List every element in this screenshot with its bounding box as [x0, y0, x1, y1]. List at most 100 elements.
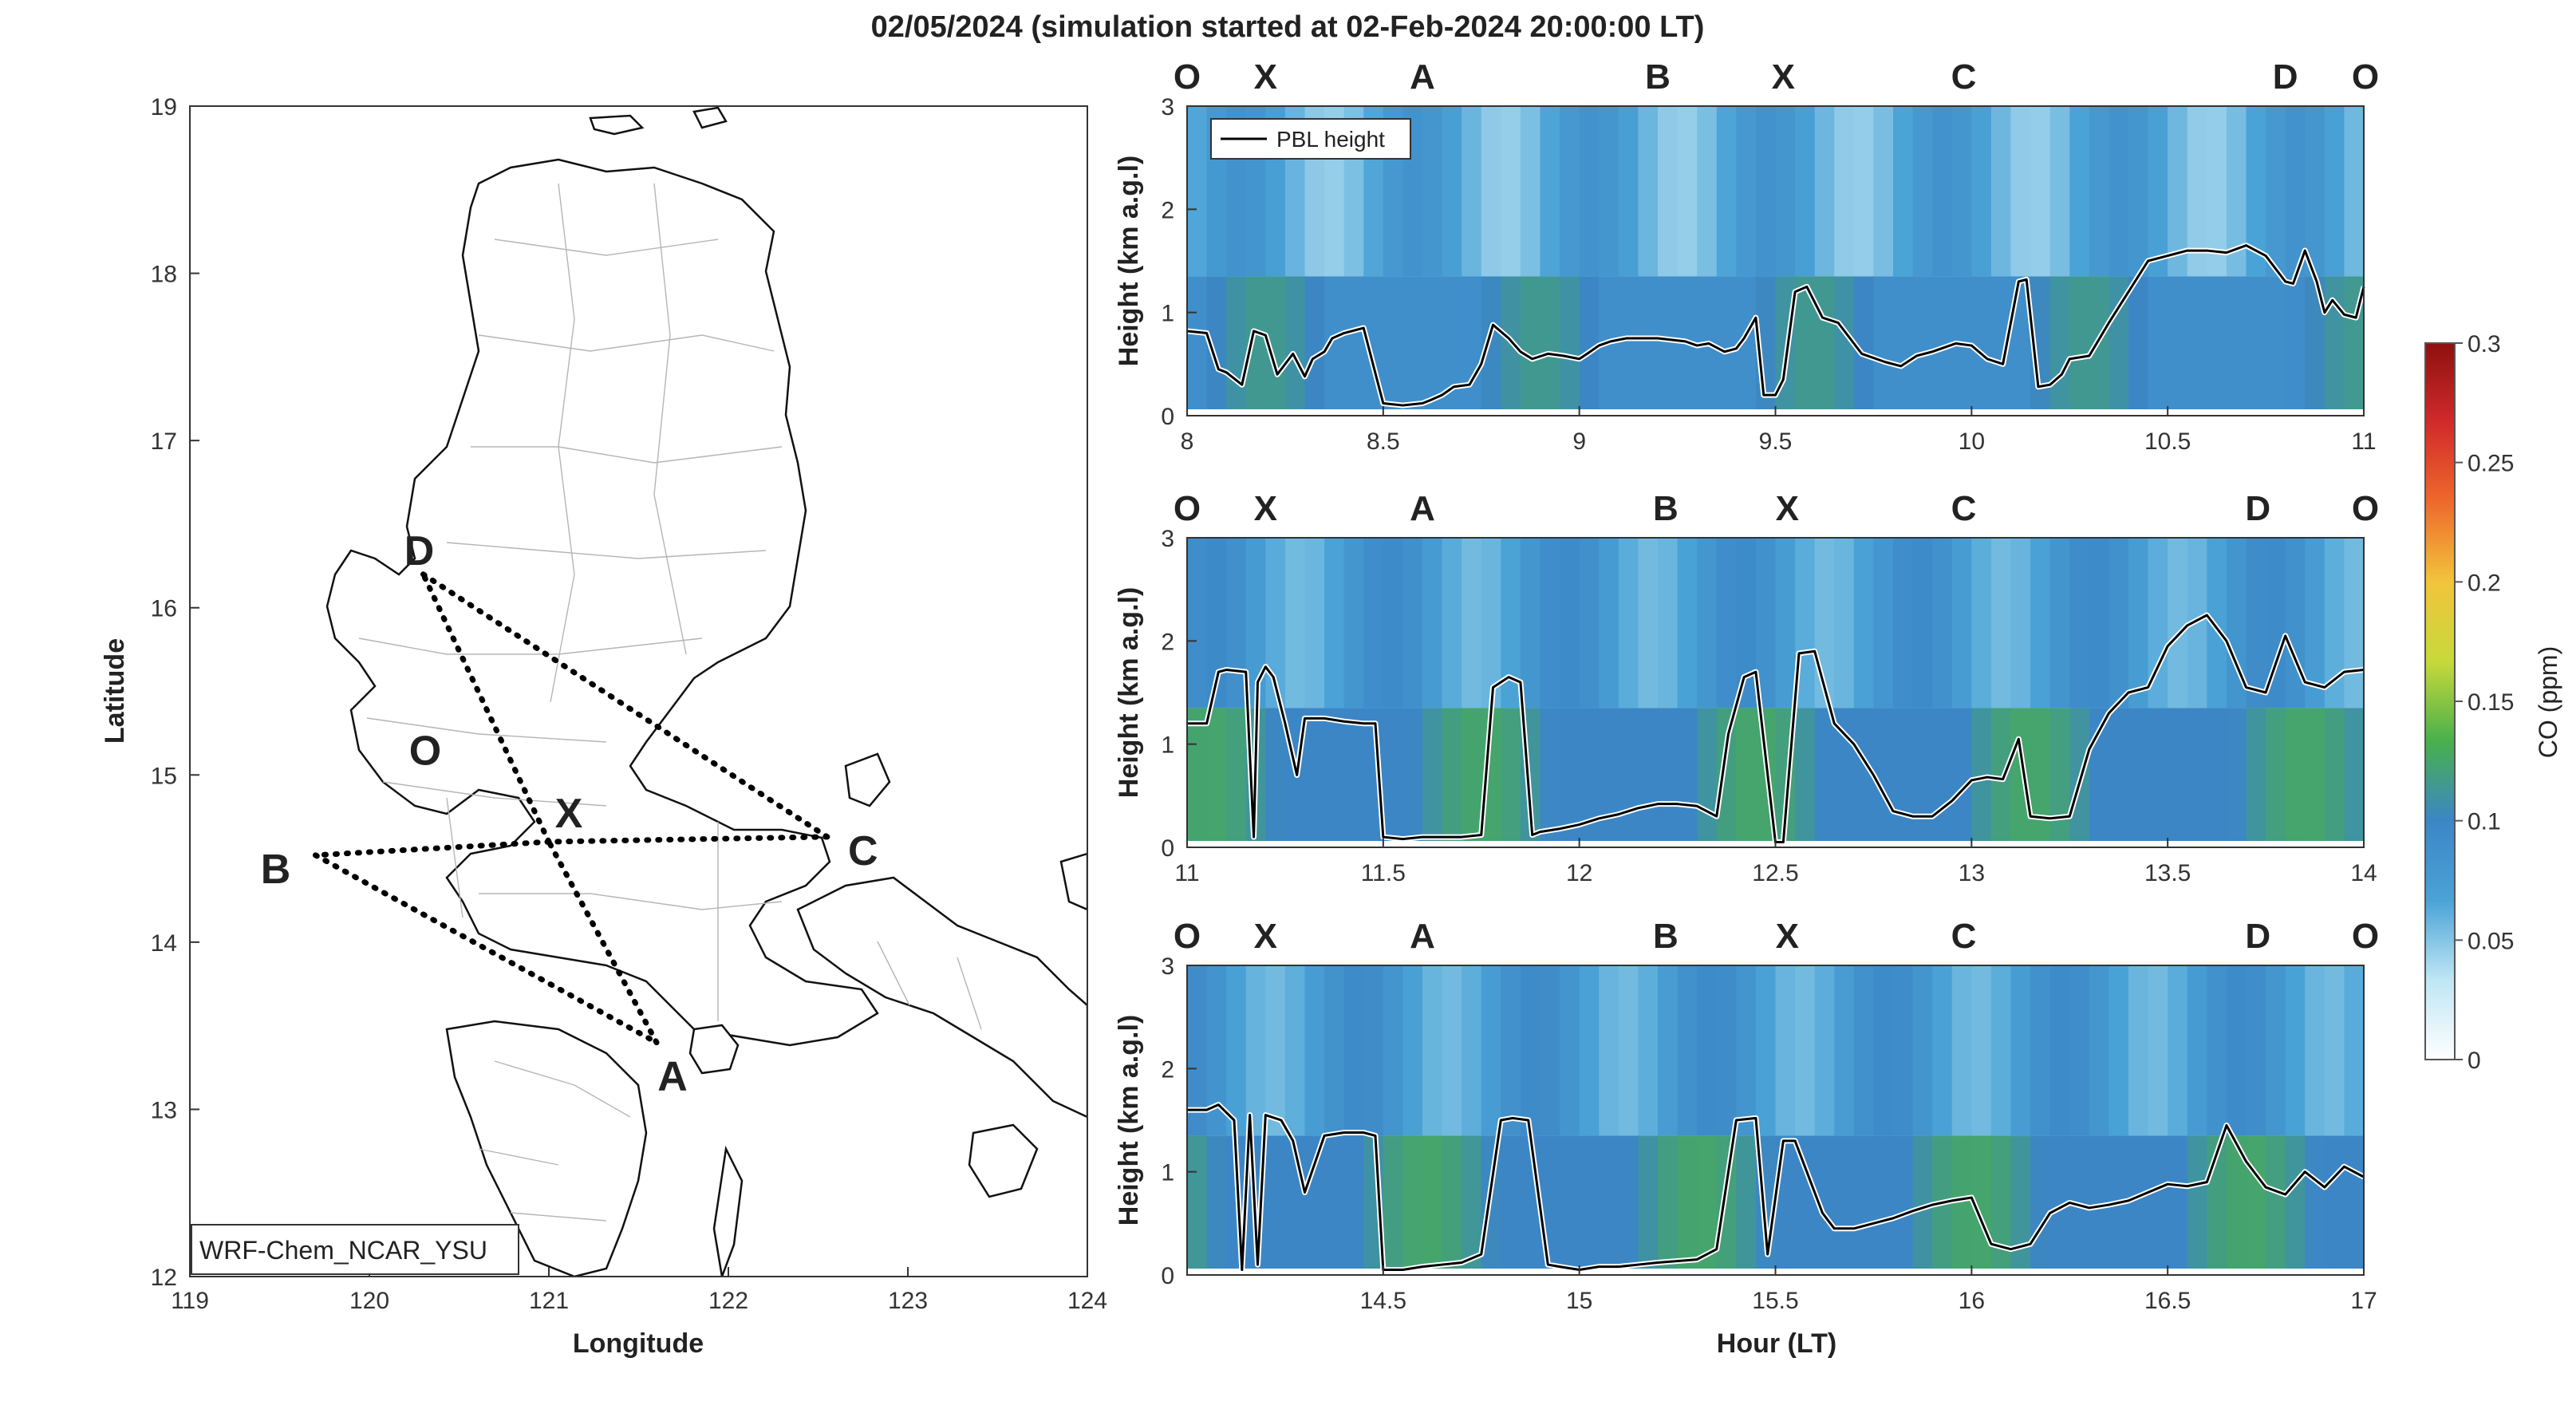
co-cell	[2246, 708, 2267, 842]
co-cell	[1402, 965, 1423, 1136]
co-cell	[1912, 1135, 1934, 1269]
co-cell	[1893, 538, 1914, 708]
co-cell	[1873, 708, 1894, 842]
co-cell	[1501, 965, 1521, 1136]
co-cell	[1520, 965, 1541, 1136]
co-cell	[1716, 965, 1738, 1136]
map-ytick-label: 14	[151, 930, 177, 957]
co-cell	[1814, 106, 1836, 277]
co-cell	[1736, 538, 1757, 708]
co-cell	[2266, 106, 2286, 277]
colorbar-tick-label: 0.3	[2468, 331, 2501, 357]
co-cell	[1187, 276, 1208, 410]
co-cell	[2324, 106, 2345, 277]
co-cell	[1599, 1135, 1619, 1269]
co-cell	[2266, 1135, 2286, 1269]
co-cell	[1304, 965, 1326, 1136]
co-cell	[1951, 965, 1973, 1136]
panel-ylabel: Height (km a.g.l)	[1114, 156, 1144, 366]
ytick-label: 0	[1161, 1263, 1174, 1289]
co-cell	[1383, 708, 1404, 842]
co-cell	[1383, 276, 1404, 410]
station-marker-o: O	[1174, 489, 1201, 528]
co-cell	[2030, 538, 2051, 708]
co-cell	[2266, 708, 2286, 842]
landmass: O X A B C D	[261, 106, 1087, 1277]
palawan-tip	[712, 1145, 744, 1277]
co-cell	[2285, 1135, 2306, 1269]
map-ytick-label: 12	[151, 1265, 177, 1291]
co-cell	[2168, 106, 2188, 277]
co-cell	[1736, 965, 1757, 1136]
colorbar-tick-label: 0.25	[2468, 451, 2514, 477]
xtick-label: 8.5	[1367, 428, 1400, 455]
xtick-label: 9.5	[1759, 428, 1793, 455]
colorbar-tick-label: 0	[2468, 1048, 2481, 1074]
co-cell	[1343, 708, 1365, 842]
co-cell	[1226, 965, 1247, 1136]
co-cell	[1265, 1135, 1286, 1269]
co-cell	[1795, 1135, 1816, 1269]
co-cell	[1697, 708, 1718, 842]
co-cell	[1618, 708, 1639, 842]
co-cell	[1795, 708, 1816, 842]
co-cell	[1540, 708, 1561, 842]
co-cell	[1716, 708, 1738, 842]
co-cell	[1853, 276, 1875, 410]
xtick-label: 11	[2351, 428, 2376, 455]
co-cell	[1716, 538, 1738, 708]
ytick-label: 0	[1161, 404, 1174, 430]
co-cell	[1618, 965, 1639, 1136]
co-cell	[2266, 965, 2286, 1136]
map-xtick-label: 120	[349, 1288, 389, 1314]
co-cell	[2109, 708, 2129, 842]
co-cell	[1462, 1135, 1482, 1269]
co-cell	[1971, 106, 1992, 277]
map-ytick-label: 16	[151, 596, 177, 622]
co-cell	[1599, 965, 1619, 1136]
co-cell	[1363, 538, 1384, 708]
colorbar-label: CO (ppm)	[2534, 646, 2562, 758]
map-ytick-label: 15	[151, 763, 177, 789]
co-cell	[2305, 708, 2326, 842]
catanduanes-island	[1059, 852, 1087, 911]
marinduque-island	[688, 1024, 740, 1075]
co-cell	[2069, 538, 2090, 708]
co-cell	[2148, 708, 2169, 842]
map-xtick-label: 124	[1067, 1288, 1107, 1314]
co-cell	[2148, 276, 2169, 410]
ytick-label: 3	[1161, 94, 1174, 120]
co-cell	[1462, 708, 1482, 842]
co-cell	[1853, 1135, 1875, 1269]
co-cell	[2089, 965, 2110, 1136]
colorbar-bar	[2424, 342, 2456, 1060]
co-cell	[2148, 106, 2169, 277]
station-marker-a: A	[1410, 917, 1435, 956]
co-cell	[1638, 708, 1659, 842]
co-cell	[1697, 965, 1718, 1136]
station-marker-o: O	[2352, 489, 2379, 528]
co-cell	[2049, 965, 2071, 1136]
co-cell	[2030, 1135, 2051, 1269]
legend-label: PBL height	[1276, 127, 1385, 152]
co-cell	[1402, 538, 1423, 708]
co-cell	[1383, 1135, 1404, 1269]
co-cell	[2128, 538, 2149, 708]
co-cell	[1187, 708, 1208, 842]
co-cell	[1618, 276, 1639, 410]
co-cell	[1481, 106, 1502, 277]
co-cell	[1697, 538, 1718, 708]
co-cell	[1677, 1135, 1698, 1269]
co-cell	[1912, 276, 1934, 410]
xtick-label: 15	[1566, 1288, 1592, 1314]
map-ytick-label: 17	[151, 428, 177, 455]
xtick-label: 8	[1181, 428, 1194, 455]
co-cell	[2324, 276, 2345, 410]
station-marker-a: A	[1410, 489, 1435, 528]
co-cell	[1304, 276, 1326, 410]
co-cell	[1540, 965, 1561, 1136]
co-cell	[1775, 538, 1797, 708]
xtick-label: 13.5	[2144, 860, 2191, 886]
co-cell	[2324, 965, 2345, 1136]
